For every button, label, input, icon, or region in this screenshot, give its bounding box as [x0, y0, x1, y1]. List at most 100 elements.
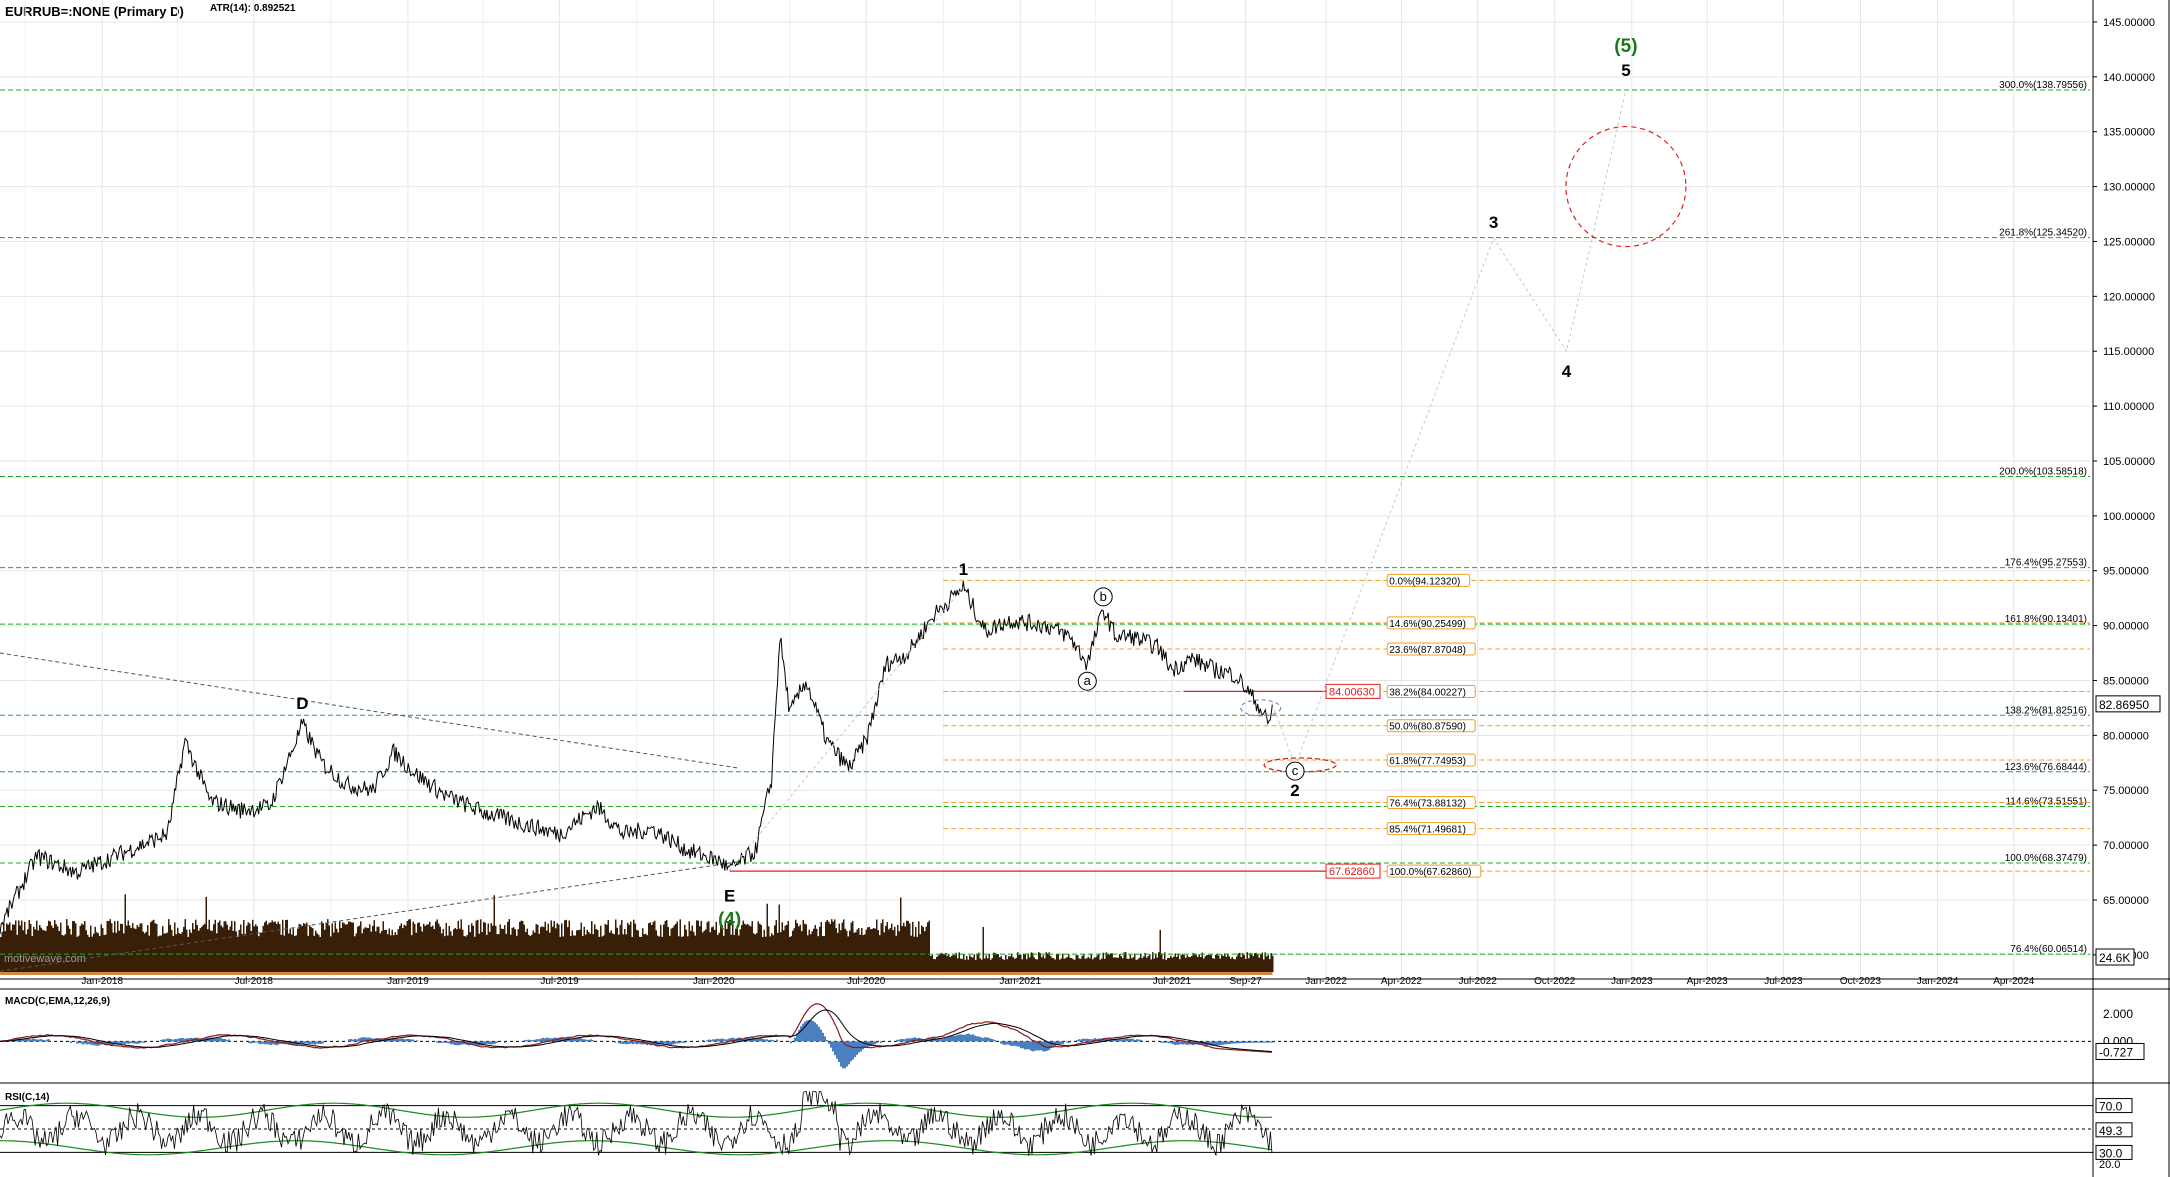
macd-hist-bar: [1016, 1041, 1018, 1047]
volume-bar: [795, 919, 797, 972]
volume-bar: [646, 935, 648, 972]
volume-bar: [1074, 959, 1076, 972]
macd-hist-bar: [530, 1040, 532, 1042]
volume-bar: [1227, 953, 1229, 972]
volume-bar: [154, 923, 156, 972]
target-circle: [1565, 125, 1687, 248]
volume-bar: [381, 930, 383, 972]
volume-bar: [1072, 959, 1074, 972]
macd-hist-bar: [702, 1039, 704, 1042]
volume-bar: [1164, 952, 1166, 972]
volume-bar: [889, 928, 891, 972]
macd-hist-bar: [964, 1034, 966, 1042]
volume-bar: [586, 929, 588, 972]
volume-bar: [969, 955, 971, 972]
volume-bar: [1078, 958, 1080, 972]
macd-hist-bar: [1162, 1041, 1164, 1043]
volume-bar: [1080, 958, 1082, 972]
macd-hist-bar: [184, 1038, 186, 1042]
fib-levels: 300.0%(138.79556) 261.8%(125.34520) 200.0%…: [0, 80, 2090, 955]
volume-bar: [63, 935, 65, 972]
macd-hist-bar: [844, 1041, 846, 1069]
macd-hist-bar: [124, 1041, 126, 1045]
macd-hist-bar: [454, 1041, 456, 1046]
volume-bar: [1119, 954, 1121, 972]
volume-bar: [163, 933, 165, 972]
volume-bar: [69, 928, 71, 972]
volume-bar: [10, 930, 12, 972]
volume-bar: [1030, 952, 1032, 972]
macd-hist-bar: [1132, 1038, 1134, 1042]
volume-bar: [415, 932, 417, 972]
macd-hist-bar: [948, 1036, 950, 1042]
macd-hist-bar: [578, 1037, 580, 1042]
volume-bar: [22, 930, 24, 972]
volume-bar: [414, 923, 416, 972]
orange-fib-label: 50.0%(80.87590): [1389, 722, 1466, 733]
volume-bar: [421, 931, 423, 972]
volume-bar: [1197, 956, 1199, 972]
volume-bar: [1048, 952, 1050, 972]
volume-bar: [190, 932, 192, 972]
volume-bar: [1006, 959, 1008, 972]
volume-bar: [430, 926, 432, 972]
macd-hist-bar: [846, 1041, 848, 1067]
volume-bar: [552, 926, 554, 972]
macd-hist-bar: [810, 1020, 812, 1042]
macd-hist-bar: [772, 1040, 774, 1042]
volume-bar: [955, 952, 957, 972]
volume-bar: [558, 924, 560, 972]
macd-hist-bar: [880, 1041, 882, 1044]
macd-hist-bar: [562, 1037, 564, 1042]
macd-hist-bar: [1080, 1039, 1082, 1042]
volume-bar: [957, 958, 959, 972]
volume-bar: [1267, 955, 1269, 972]
orange-fib-label: 100.0%(67.62860): [1389, 867, 1471, 878]
volume-bar: [498, 934, 500, 972]
macd-hist-bar: [1172, 1041, 1174, 1045]
orange-fib-label: 61.8%(77.74953): [1389, 756, 1466, 767]
volume-bar: [508, 919, 510, 972]
macd-hist-bar: [532, 1039, 534, 1042]
macd-hist-bar: [900, 1039, 902, 1042]
volume-bar: [1185, 957, 1187, 972]
volume-bar: [139, 923, 141, 972]
macd-hist-bar: [352, 1039, 354, 1042]
macd-hist-bar: [970, 1034, 972, 1042]
volume-bar: [1038, 952, 1040, 972]
macd-hist-bar: [862, 1041, 864, 1050]
volume-bar: [1203, 958, 1205, 972]
orange-fib-label: 85.4%(71.49681): [1389, 825, 1466, 836]
volume-bar: [550, 920, 552, 972]
volume-bar: [1225, 956, 1227, 972]
macd-hist-bar: [268, 1041, 270, 1045]
macd-hist-bar: [716, 1038, 718, 1042]
macd-hist-bar: [274, 1041, 276, 1045]
volume-bar: [189, 929, 191, 972]
volume-bar: [294, 936, 296, 972]
macd-hist-bar: [322, 1041, 324, 1044]
volume-bar: [756, 933, 758, 972]
macd-hist-bar: [524, 1040, 526, 1042]
wave-label: E: [724, 887, 735, 906]
volume-bar: [1200, 957, 1202, 972]
volume-bar: [667, 927, 669, 972]
y-tick-label: 80.00000: [2103, 730, 2149, 742]
macd-hist-bar: [960, 1034, 962, 1042]
volume-bar: [1245, 958, 1247, 972]
orange-fib-label-box: [1386, 719, 1476, 733]
volume-bar: [585, 934, 587, 972]
macd-hist-bar: [392, 1037, 394, 1042]
volume-bar: [1204, 956, 1206, 972]
volume-bar: [468, 925, 470, 972]
volume-bar: [1084, 958, 1086, 972]
volume-bar: [921, 925, 923, 972]
volume-bar: [481, 932, 483, 972]
volume-bars: [0, 894, 1274, 975]
macd-hist-bar: [756, 1037, 758, 1042]
volume-bar: [757, 921, 759, 972]
volume-bar: [661, 936, 663, 972]
volume-bar: [1261, 952, 1263, 972]
volume-bar: [1194, 953, 1196, 972]
